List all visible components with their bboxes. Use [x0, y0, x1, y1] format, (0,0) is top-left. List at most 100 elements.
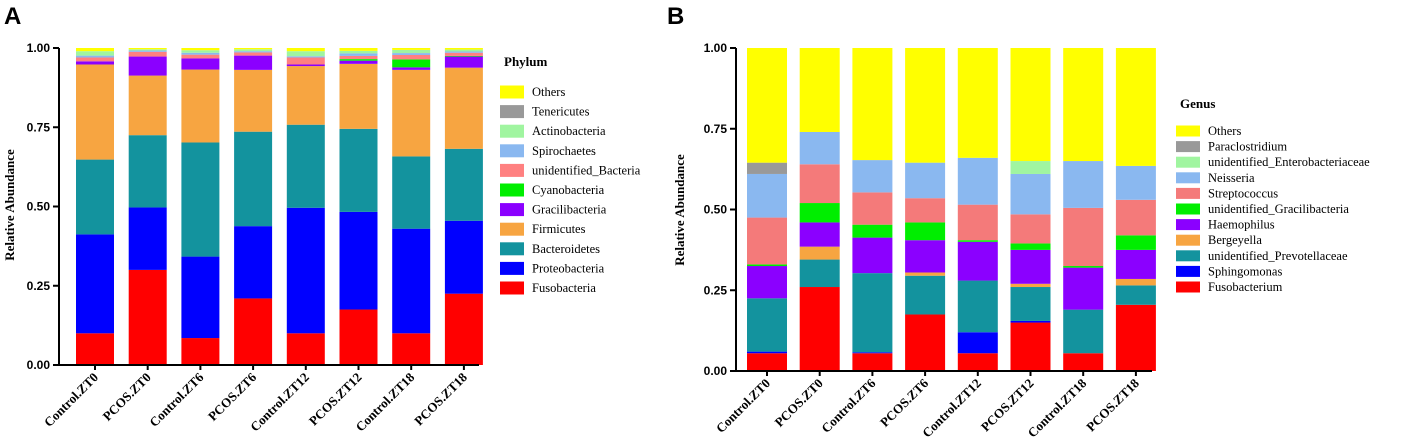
- panel-a-bar-control-zt18-fusobacteria: [392, 333, 431, 365]
- panel-b-bar-control-zt6-others: [852, 48, 893, 161]
- panel-b-bar-pcos-zt18-streptococcus: [1115, 199, 1156, 236]
- panel-a-bars: [76, 48, 483, 365]
- panel-b-bar-control-zt18-haemophilus: [1063, 267, 1104, 310]
- panel-b-bar-pcos-zt12-sphingomonas: [1010, 320, 1051, 323]
- panel-b-bar-pcos-zt6-unidentified-prevotellaceae: [905, 275, 946, 315]
- panel-a-legend-label-unidentified-bacteria: unidentified_Bacteria: [532, 163, 641, 177]
- panel-a-legend: Phylum Others Tenericutes Actinobacteria Spi…: [500, 54, 641, 295]
- panel-b-bar-control-zt0-others: [747, 48, 787, 163]
- panel-b-bar-pcos-zt6-neisseria: [905, 162, 946, 199]
- panel-a-legend-swatch-fusobacteria: [500, 281, 524, 295]
- panel-a-legend-swatch-unidentified-bacteria: [500, 163, 524, 177]
- panel-a-bar-pcos-zt0-gracilibacteria: [128, 56, 167, 76]
- panel-b-legend-label-fusobacterium: Fusobacterium: [1208, 280, 1283, 294]
- panel-a-legend-swatch-gracilibacteria: [500, 203, 524, 217]
- panel-b-bar-control-zt12-haemophilus: [957, 241, 998, 281]
- panel-b-bar-control-zt0-fusobacterium: [747, 353, 787, 371]
- panel-b-legend-swatch-streptococcus: [1176, 187, 1200, 199]
- panel-b-bar-pcos-zt6-fusobacterium: [905, 314, 946, 371]
- panel-a-bar-pcos-zt12-gracilibacteria: [339, 60, 378, 64]
- panel-b-legend-label-paraclostridium: Paraclostridium: [1208, 140, 1287, 154]
- panel-a-bar-control-zt12-fusobacteria: [286, 333, 325, 365]
- panel-b-bar-pcos-zt12-streptococcus: [1010, 214, 1051, 244]
- panel-a-bar-pcos-zt18-fusobacteria: [444, 293, 483, 365]
- panel-b-bar-pcos-zt12-haemophilus: [1010, 249, 1051, 284]
- panel-b-bar-pcos-zt12-unidentified-prevotellaceae: [1010, 287, 1051, 321]
- panel-a-bar-pcos-zt6-gracilibacteria: [234, 55, 273, 70]
- panel-b-bar-pcos-zt18-fusobacterium: [1115, 304, 1156, 371]
- panel-b-bar-control-zt12-others: [957, 48, 998, 158]
- panel-b-bars: [747, 48, 1156, 371]
- panel-a-legend-label-spirochaetes: Spirochaetes: [532, 144, 596, 158]
- panel-a-bar-pcos-zt12-actinobacteria: [339, 50, 378, 54]
- panel-a-ytick-label: 0.00: [27, 358, 51, 372]
- panel-a-yticks: 0.00 0.25 0.50 0.75 1.00: [27, 41, 59, 372]
- panel-a-ytick-label: 0.50: [27, 200, 51, 214]
- panel-b-bar-pcos-zt0-bergeyella: [799, 246, 840, 260]
- panel-a-legend-swatch-others: [500, 85, 524, 99]
- panel-a-xtick-label-pcos-zt0: PCOS.ZT0: [100, 370, 154, 424]
- panel-b-legend-label-unidentified-enterobacteriaceae: unidentified_Enterobacteriaceae: [1208, 155, 1370, 169]
- panel-b-legend-swatch-paraclostridium: [1176, 141, 1200, 153]
- panel-b-bar-control-zt0-sphingomonas: [747, 351, 787, 354]
- panel-a-bar-pcos-zt6-firmicutes: [234, 69, 273, 132]
- panel-b-legend-label-streptococcus: Streptococcus: [1208, 186, 1278, 200]
- panel-b-xtick-label-pcos-zt18: PCOS.ZT18: [1083, 375, 1142, 434]
- panel-a-bar-control-zt0-actinobacteria: [76, 51, 114, 56]
- panel-a-bar-pcos-zt12-unidentified-bacteria: [339, 55, 378, 60]
- panel-b-axes: [735, 48, 1152, 372]
- panel-a-bar-control-zt12-proteobacteria: [286, 207, 325, 334]
- panel-a-bar-control-zt18-spirochaetes: [392, 53, 431, 55]
- panel-b-legend-swatch-unidentified-enterobacteriaceae: [1176, 156, 1200, 168]
- panel-b-bar-control-zt18-others: [1063, 48, 1104, 162]
- panel-a-legend-label-cyanobacteria: Cyanobacteria: [532, 183, 605, 197]
- panel-a-bar-pcos-zt12-cyanobacteria: [339, 59, 378, 61]
- panel-b-bar-pcos-zt18-haemophilus: [1115, 249, 1156, 279]
- panel-b-ytick-label: 0.50: [704, 203, 728, 217]
- panel-b-bar-control-zt6-streptococcus: [852, 192, 893, 225]
- panel-a-ytick-label: 0.25: [27, 279, 51, 293]
- panel-a-bar-pcos-zt0-firmicutes: [128, 75, 167, 136]
- panel-b-bar-control-zt6-haemophilus: [852, 237, 893, 274]
- panel-b-bar-control-zt12-fusobacterium: [957, 353, 998, 371]
- panel-b-xtick-label-pcos-zt6: PCOS.ZT6: [877, 375, 932, 430]
- panel-a-bar-control-zt6-fusobacteria: [181, 338, 220, 365]
- panel-a-bar-control-zt6-spirochaetes: [181, 52, 220, 55]
- panel-a-bar-control-zt18-actinobacteria: [392, 49, 431, 54]
- panel-b-letter: B: [667, 3, 684, 30]
- panel-a-bar-pcos-zt0-others: [128, 48, 167, 50]
- panel-a-legend-swatch-spirochaetes: [500, 144, 524, 158]
- panel-b-bar-control-zt12-sphingomonas: [957, 332, 998, 354]
- panel-b-ytick-label: 1.00: [704, 41, 728, 55]
- panel-b-bar-pcos-zt0-fusobacterium: [799, 287, 840, 371]
- panel-a-bar-control-zt18-bacteroidetes: [392, 156, 431, 229]
- panel-b: B Relative Abundance 0.00 0.25 0.50 0.75 1.0…: [667, 3, 1370, 440]
- panel-a-bar-pcos-zt0-actinobacteria: [128, 49, 167, 51]
- panel-a-legend-swatch-tenericutes: [500, 105, 524, 119]
- panel-a-bar-pcos-zt12-firmicutes: [339, 63, 378, 129]
- panel-b-legend-label-others: Others: [1208, 124, 1241, 138]
- panel-a-legend-swatch-proteobacteria: [500, 261, 524, 275]
- panel-a-bar-control-zt0-unidentified-bacteria: [76, 57, 114, 62]
- panel-a-bar-pcos-zt6-others: [234, 48, 273, 50]
- panel-b-bar-pcos-zt12-unidentified-gracilibacteria: [1010, 243, 1051, 250]
- panel-a-bar-control-zt6-gracilibacteria: [181, 58, 220, 70]
- panel-b-bar-control-zt6-unidentified-prevotellaceae: [852, 273, 893, 353]
- panel-a-bar-control-zt6-firmicutes: [181, 69, 220, 143]
- panel-a-legend-label-gracilibacteria: Gracilibacteria: [532, 203, 607, 217]
- panel-b-bar-pcos-zt18-others: [1115, 48, 1156, 166]
- panel-a-bar-pcos-zt6-spirochaetes: [234, 51, 273, 53]
- panel-a-bar-pcos-zt6-actinobacteria: [234, 49, 273, 52]
- panel-a-ytick-label: 1.00: [27, 41, 51, 55]
- panel-b-bar-pcos-zt18-bergeyella: [1115, 278, 1156, 286]
- panel-a-legend-swatch-actinobacteria: [500, 124, 524, 138]
- panel-a-legend-title: Phylum: [504, 54, 548, 69]
- panel-b-ytick-label: 0.75: [704, 122, 728, 136]
- panel-a-bar-control-zt18-unidentified-bacteria: [392, 54, 431, 60]
- panel-a-bar-control-zt0-fusobacteria: [76, 333, 114, 365]
- panel-b-bar-pcos-zt12-neisseria: [1010, 173, 1051, 215]
- panel-a-legend-label-tenericutes: Tenericutes: [532, 105, 590, 119]
- panel-a-legend-label-others: Others: [532, 85, 565, 99]
- panel-a-legend-swatch-bacteroidetes: [500, 242, 524, 256]
